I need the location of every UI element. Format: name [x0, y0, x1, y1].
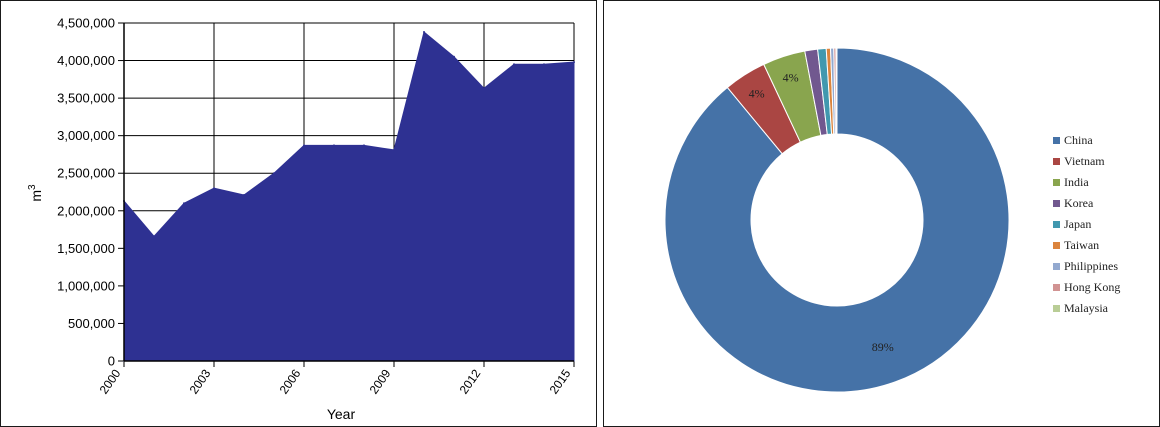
area-chart-panel: 0 500,000 1,000,000 1,500,000 2,000,000 2,500… [0, 0, 597, 427]
x-tick-label: 2015 [547, 366, 574, 396]
donut-slice-china [664, 47, 1010, 393]
data-point [303, 144, 305, 147]
y-tick-label: 1,000,000 [57, 278, 115, 293]
y-tick-label: 3,500,000 [57, 91, 115, 106]
legend-label: Vietnam [1064, 154, 1105, 168]
legend-label: China [1064, 133, 1093, 147]
x-axis-title: Year [327, 406, 356, 422]
data-point [183, 202, 185, 205]
data-point [483, 87, 485, 90]
y-tick-label: 4,000,000 [57, 53, 115, 68]
y-tick-label: 4,500,000 [57, 16, 115, 31]
legend-swatch [1053, 179, 1060, 186]
slice-data-label: 89% [872, 340, 894, 354]
data-point [273, 172, 275, 175]
legend-label: Malaysia [1064, 301, 1109, 315]
donut-chart-panel: 89% 4% 4% China Vietnam India Korea Japan Taiwan… [603, 0, 1160, 427]
data-point [423, 31, 425, 33]
y-axis-title: m3 [27, 184, 44, 202]
data-point [393, 148, 395, 151]
legend-label: Hong Kong [1064, 280, 1120, 294]
data-point [153, 235, 155, 238]
y-tick-label: 2,500,000 [57, 166, 115, 181]
data-point [543, 63, 545, 66]
y-tick-label: 3,000,000 [57, 128, 115, 143]
legend-label: Japan [1064, 217, 1091, 231]
legend-label: India [1064, 175, 1089, 189]
x-tick-label: 2000 [97, 366, 124, 396]
data-point [513, 63, 515, 66]
y-tick-label: 1,500,000 [57, 241, 115, 256]
slice-data-label: 4% [783, 70, 799, 84]
y-tick-label: 0 [108, 354, 115, 369]
data-point [243, 194, 245, 196]
x-tick-label: 2003 [187, 366, 214, 396]
legend-swatch [1053, 305, 1060, 312]
legend-swatch [1053, 137, 1060, 144]
data-point [573, 61, 575, 64]
data-point [453, 55, 455, 58]
area-series [123, 31, 575, 362]
x-tick-label: 2012 [457, 366, 484, 396]
donut-slice-malaysia [835, 47, 838, 135]
legend-swatch [1053, 158, 1060, 165]
legend-swatch [1053, 200, 1060, 207]
legend-swatch [1053, 221, 1060, 228]
y-tick-label: 2,000,000 [57, 203, 115, 218]
legend-swatch [1053, 284, 1060, 291]
y-tick-label: 500,000 [68, 316, 115, 331]
data-point [213, 187, 215, 190]
x-tick-label: 2006 [277, 366, 304, 396]
area-chart: 0 500,000 1,000,000 1,500,000 2,000,000 2,500… [27, 16, 575, 422]
legend-swatch [1053, 242, 1060, 249]
legend-label: Taiwan [1064, 238, 1099, 252]
data-point [333, 144, 335, 147]
legend-label: Philippines [1064, 259, 1118, 273]
x-tick-label: 2009 [367, 366, 394, 396]
donut-chart: 89% 4% 4% China Vietnam India Korea Japan Taiwan… [664, 47, 1120, 393]
slice-data-label: 4% [749, 86, 765, 100]
legend-label: Korea [1064, 196, 1094, 210]
data-point [363, 144, 365, 147]
legend-swatch [1053, 263, 1060, 270]
